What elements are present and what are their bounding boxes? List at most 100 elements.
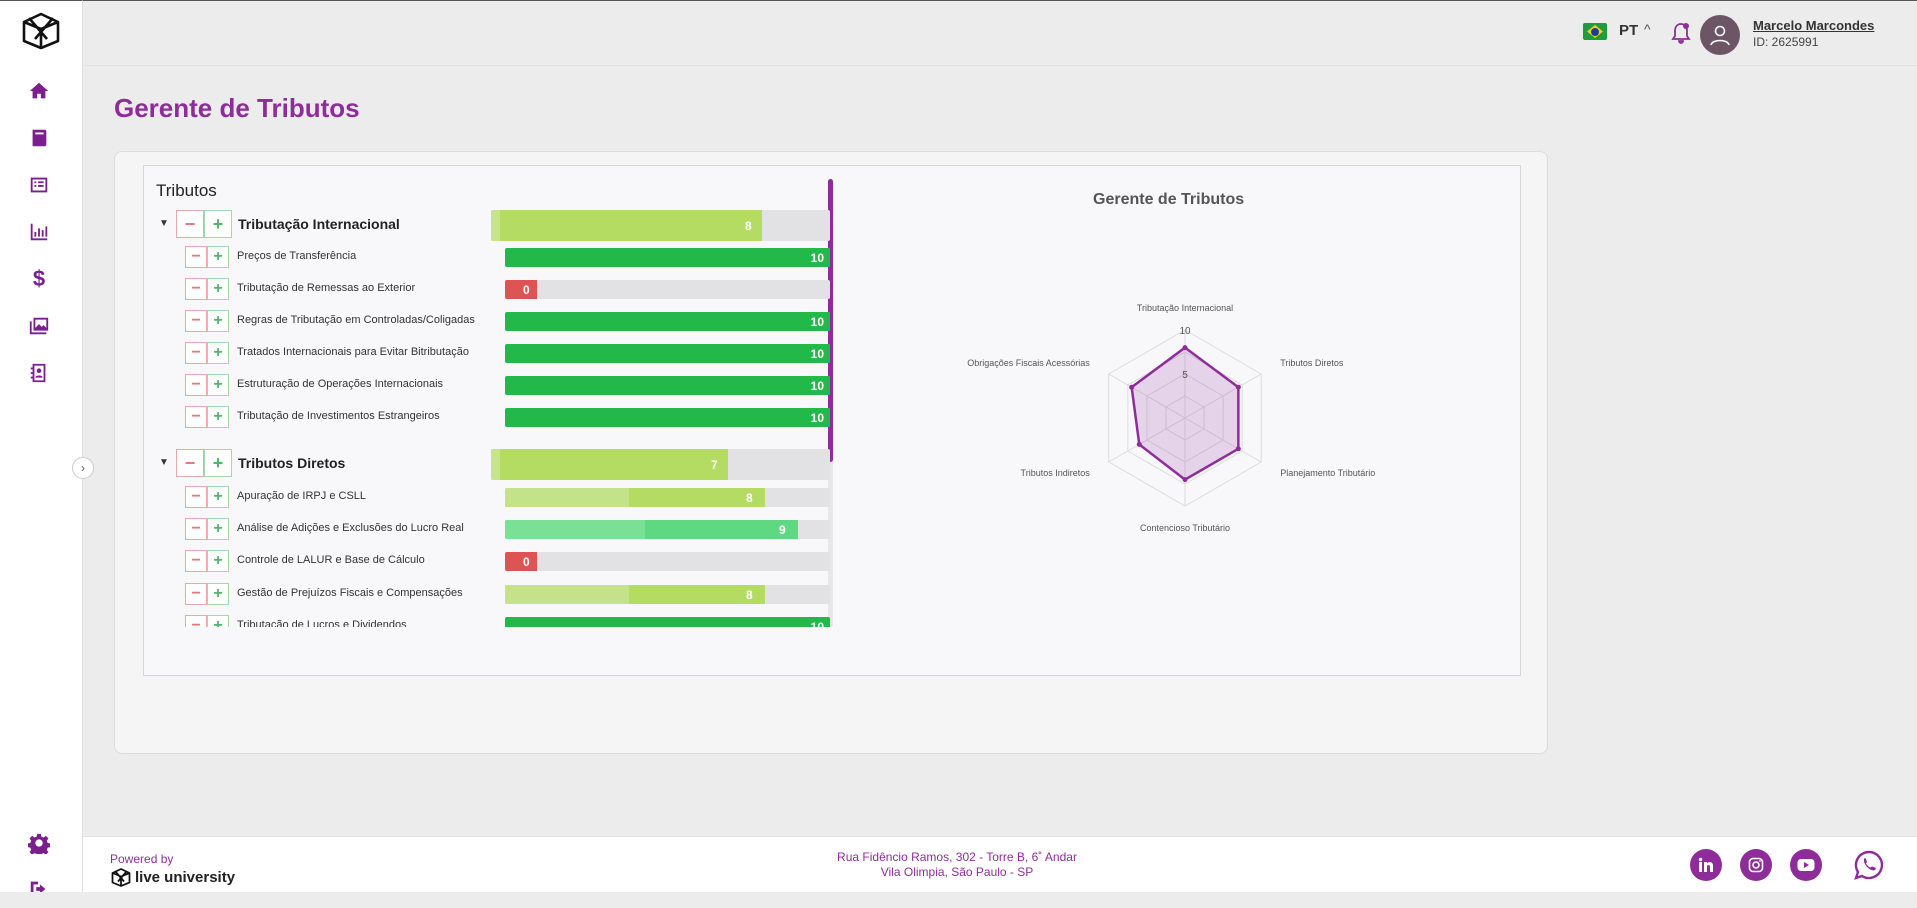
- cube-logo[interactable]: [21, 12, 61, 50]
- increase-button[interactable]: +: [207, 246, 229, 268]
- category-label: Tributação Internacional: [238, 216, 400, 232]
- decrease-button[interactable]: −: [176, 210, 204, 238]
- score-bar: 0: [505, 552, 830, 571]
- score-bar: 10: [505, 248, 830, 267]
- subitem-label: Gestão de Prejuízos Fiscais e Compensaçõ…: [237, 587, 463, 599]
- score-bar: 8: [505, 488, 830, 507]
- decrease-button[interactable]: −: [185, 246, 207, 268]
- chart-icon[interactable]: [27, 220, 51, 244]
- score-bar-fill: [505, 617, 830, 627]
- increase-button[interactable]: +: [207, 374, 229, 396]
- score-bar-fill: [505, 552, 537, 571]
- increase-button[interactable]: +: [207, 342, 229, 364]
- whatsapp-icon[interactable]: [1854, 850, 1884, 880]
- radar-spoke: [1108, 373, 1186, 419]
- gear-icon[interactable]: [27, 831, 51, 855]
- radar-axis-label: Tributos Diretos: [1280, 358, 1344, 368]
- score-bar: 8: [491, 210, 830, 241]
- dollar-icon[interactable]: $: [32, 266, 46, 291]
- increase-button[interactable]: +: [207, 406, 229, 428]
- score-bar-fill: [505, 280, 537, 299]
- increase-button[interactable]: +: [207, 615, 229, 627]
- score-bar: 10: [505, 617, 830, 627]
- subitem-label: Análise de Adições e Exclusões do Lucro …: [237, 522, 464, 534]
- decrease-button[interactable]: −: [185, 342, 207, 364]
- home-icon[interactable]: [27, 79, 51, 103]
- increase-button[interactable]: +: [204, 210, 232, 238]
- score-bar: 10: [505, 344, 830, 363]
- score-bar: 8: [505, 585, 830, 604]
- linkedin-icon[interactable]: [1690, 849, 1722, 881]
- scrollbar-thumb[interactable]: [828, 179, 833, 462]
- score-value: 8: [745, 218, 752, 233]
- subitem-row: − + Tratados Internacionais para Evitar …: [155, 340, 830, 368]
- avatar[interactable]: [1700, 15, 1740, 55]
- subitem-row: − + Regras de Tributação em Controladas/…: [155, 308, 830, 336]
- increase-button[interactable]: +: [207, 518, 229, 540]
- subitem-row: − + Tributação de Remessas ao Exterior 0: [155, 276, 830, 304]
- sidebar-toggle-button[interactable]: ›: [72, 457, 94, 479]
- radar-series-area: [1130, 346, 1240, 482]
- score-value: 10: [810, 346, 824, 361]
- subitem-row: − + Apuração de IRPJ e CSLL 8: [155, 484, 830, 512]
- category-row: ▼ − + Tributação Internacional 8: [155, 210, 830, 241]
- radar-point: [1235, 384, 1241, 390]
- powered-by-label: Powered by: [110, 852, 174, 866]
- score-value: 7: [711, 457, 718, 472]
- book-icon[interactable]: [27, 126, 51, 150]
- tributos-title: Tributos: [156, 181, 217, 200]
- instagram-icon[interactable]: [1740, 849, 1772, 881]
- subitem-label: Tratados Internacionais para Evitar Bitr…: [237, 346, 469, 358]
- score-bar-fill-start: [505, 488, 629, 507]
- radar-tick-label: 5: [1182, 370, 1188, 381]
- address-line-1: Rua Fidêncio Ramos, 302 - Torre B, 6˚ An…: [837, 850, 1077, 864]
- decrease-button[interactable]: −: [185, 518, 207, 540]
- user-name-link[interactable]: Marcelo Marcondes: [1753, 18, 1875, 33]
- score-bar-fill: [505, 376, 830, 395]
- contacts-icon[interactable]: [27, 361, 51, 385]
- radar-axis-label: Obrigações Fiscais Acessórias: [967, 358, 1090, 368]
- increase-button[interactable]: +: [207, 550, 229, 572]
- youtube-icon[interactable]: [1790, 849, 1822, 881]
- decrease-button[interactable]: −: [185, 550, 207, 572]
- score-value: 10: [810, 250, 824, 265]
- decrease-button[interactable]: −: [185, 406, 207, 428]
- decrease-button[interactable]: −: [185, 615, 207, 627]
- increase-button[interactable]: +: [207, 278, 229, 300]
- list-icon[interactable]: [27, 173, 51, 197]
- decrease-button[interactable]: −: [176, 449, 204, 477]
- caret-down-icon[interactable]: ▼: [159, 218, 169, 229]
- score-bar: 0: [505, 280, 830, 299]
- subitem-label: Tributação de Remessas ao Exterior: [237, 282, 416, 294]
- increase-button[interactable]: +: [207, 583, 229, 605]
- user-id: ID: 2625991: [1753, 35, 1819, 49]
- subitem-row: − + Preços de Transferência 10: [155, 244, 830, 272]
- radar-point: [1182, 345, 1188, 351]
- increase-button[interactable]: +: [207, 310, 229, 332]
- decrease-button[interactable]: −: [185, 310, 207, 332]
- score-bar: 10: [505, 408, 830, 427]
- increase-button[interactable]: +: [204, 449, 232, 477]
- subitem-row: − + Tributação de Lucros e Dividendos 10: [155, 613, 830, 627]
- score-bar-fill: [491, 210, 763, 241]
- radar-axis-label: Planejamento Tributário: [1280, 468, 1375, 478]
- chevron-up-icon[interactable]: ^: [1644, 21, 1651, 37]
- radar-point: [1235, 446, 1241, 452]
- decrease-button[interactable]: −: [185, 278, 207, 300]
- bell-icon[interactable]: [1670, 21, 1692, 45]
- footer: Powered by live university Rua Fidêncio …: [83, 836, 1917, 892]
- logout-icon[interactable]: [27, 877, 51, 901]
- decrease-button[interactable]: −: [185, 486, 207, 508]
- score-value: 10: [810, 619, 824, 628]
- score-value: 8: [746, 587, 753, 602]
- gallery-icon[interactable]: [27, 314, 51, 338]
- score-value: 8: [746, 490, 753, 505]
- caret-down-icon[interactable]: ▼: [159, 457, 169, 468]
- bottom-strip: [0, 892, 1917, 908]
- score-value: 10: [810, 378, 824, 393]
- decrease-button[interactable]: −: [185, 583, 207, 605]
- language-selector[interactable]: PT: [1619, 22, 1639, 39]
- increase-button[interactable]: +: [207, 486, 229, 508]
- decrease-button[interactable]: −: [185, 374, 207, 396]
- score-bar-fill-start: [505, 520, 645, 539]
